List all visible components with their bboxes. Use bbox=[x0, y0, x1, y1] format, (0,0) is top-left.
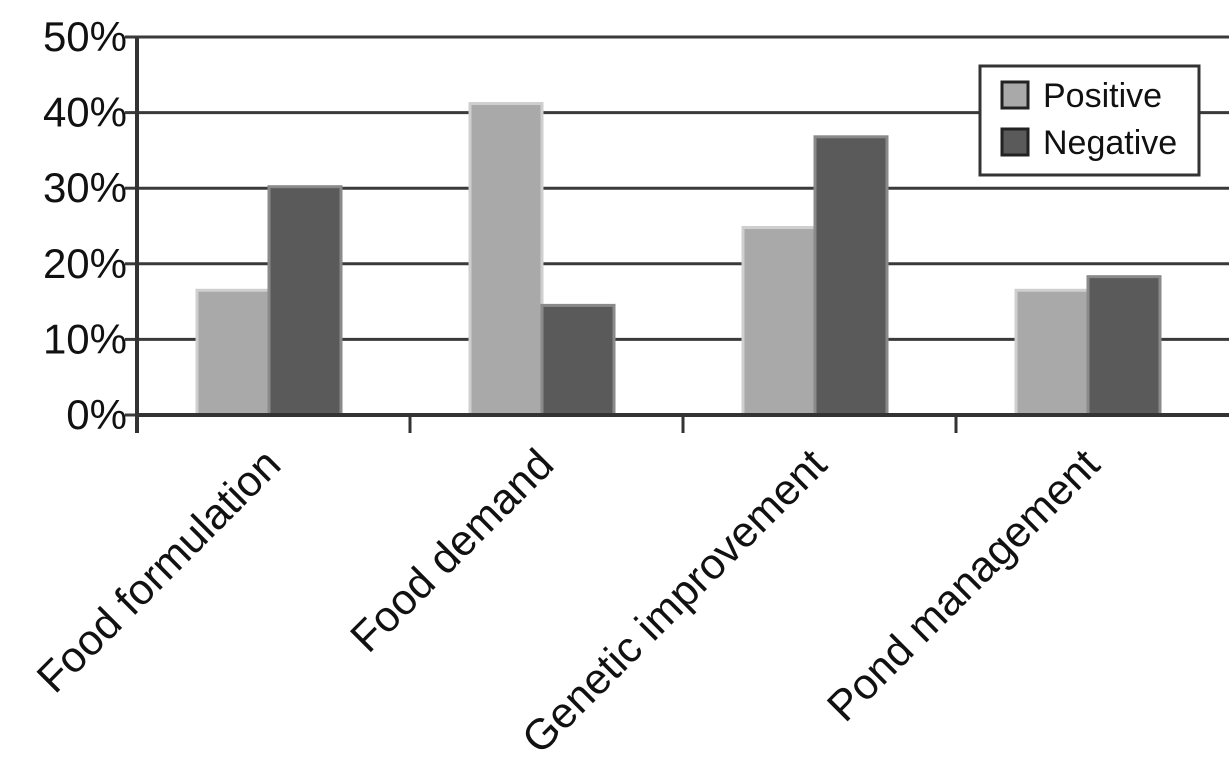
x-tick-label: Genetic improvement bbox=[513, 440, 836, 763]
legend-label-positive: Positive bbox=[1043, 77, 1162, 115]
legend-swatch-negative bbox=[1000, 127, 1030, 157]
y-tick-label: 20% bbox=[43, 240, 127, 287]
bars bbox=[195, 102, 1162, 417]
x-tick-label: Food formulation bbox=[28, 440, 290, 702]
y-tick-label: 40% bbox=[43, 89, 127, 136]
y-tick-label: 0% bbox=[66, 391, 127, 438]
bar-negative bbox=[540, 303, 616, 417]
bar-negative bbox=[267, 185, 343, 417]
axes bbox=[125, 35, 1229, 433]
legend: Positive Negative bbox=[978, 64, 1201, 177]
y-tick-label: 30% bbox=[43, 164, 127, 211]
bar-positive bbox=[468, 102, 544, 417]
bar-positive bbox=[741, 226, 817, 417]
x-tick-label: Food demand bbox=[341, 440, 563, 662]
y-tick-label: 50% bbox=[43, 13, 127, 60]
bar-positive bbox=[1014, 288, 1090, 417]
y-tick-label: 10% bbox=[43, 315, 127, 362]
legend-label-negative: Negative bbox=[1043, 124, 1177, 162]
bar-positive bbox=[195, 288, 271, 417]
x-tick-label: Pond management bbox=[818, 440, 1109, 731]
bar-negative bbox=[1086, 275, 1162, 417]
bar-negative bbox=[813, 135, 889, 417]
legend-swatch-positive bbox=[1000, 80, 1030, 110]
